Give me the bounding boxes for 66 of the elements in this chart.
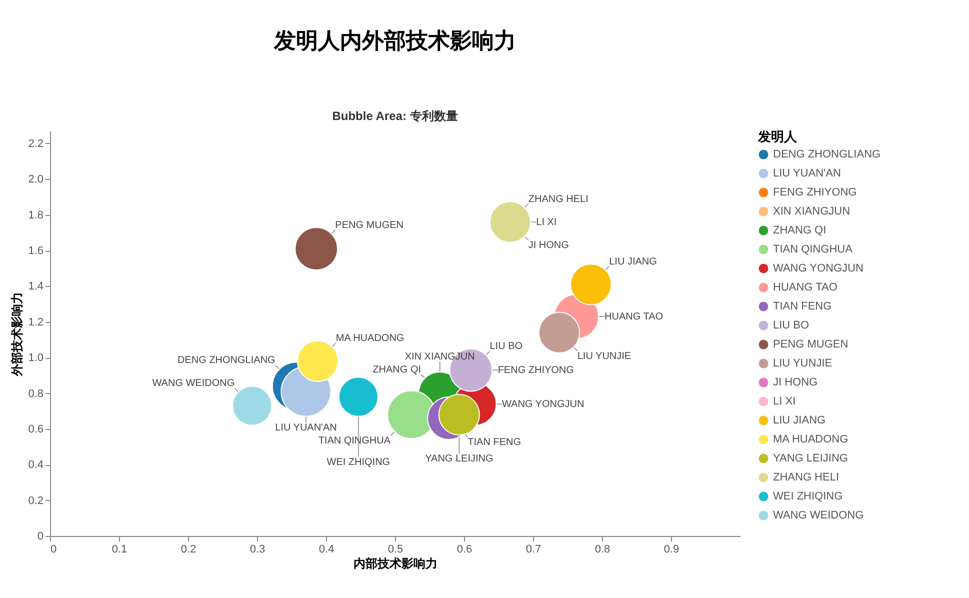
text: WANG YONGJUN <box>502 398 584 410</box>
text: LIU JIANG <box>609 256 657 268</box>
annotation: XIN XIANGJUN <box>404 351 475 362</box>
y-tick-label: 0.8 <box>28 388 44 400</box>
annotation: JI HONG <box>528 240 570 252</box>
legend-label: ZHANG QI <box>773 224 826 236</box>
y-tick-label: 0.6 <box>28 423 44 436</box>
y-axis-title: 外部技术影响力 <box>10 292 24 377</box>
annotation: LI XI <box>536 216 557 228</box>
annotation: FENG ZHIYONG <box>498 365 574 376</box>
text: TIAN FENG <box>468 437 522 448</box>
x-tick-label: 0.1 <box>112 544 128 556</box>
x-tick-label: 0.4 <box>318 544 334 556</box>
text: MA HUADONG <box>336 333 404 344</box>
text: PENG MUGEN <box>335 220 404 231</box>
text: ZHANG QI <box>372 364 422 376</box>
legend-label: TIAN FENG <box>773 300 832 312</box>
text: LIU YUNJIE <box>577 350 632 362</box>
y-tick-label: 1.0 <box>28 352 44 364</box>
text: WEI ZHIQING <box>326 456 390 468</box>
x-axis-title: 内部技术影响力 <box>354 556 438 570</box>
chart-subtitle: Bubble Area: 专利数量 <box>332 109 458 123</box>
text: YANG LEIJING <box>425 454 494 465</box>
legend-label: YANG LEIJING <box>773 452 848 464</box>
legend-label: DENG ZHONGLIANG <box>773 148 881 160</box>
x-tick-label: 0.9 <box>664 544 680 556</box>
x-tick-label: 0 <box>50 544 57 556</box>
y-tick-label: 1.6 <box>28 245 44 258</box>
legend-label: JI HONG <box>773 376 818 388</box>
y-tick-label: 0.4 <box>28 459 44 472</box>
legend-label: HUANG TAO <box>773 282 838 294</box>
x-tick-label: 0.2 <box>180 544 196 556</box>
legend-label: LIU YUAN'AN <box>773 168 841 180</box>
text: WANG WEIDONG <box>152 378 235 390</box>
text: HUANG TAO <box>604 312 664 323</box>
x-tick-label: 0.3 <box>250 544 266 556</box>
legend-label: LIU YUNJIE <box>773 358 832 370</box>
chart-title: 发明人内外部技术影响力 <box>273 28 516 53</box>
legend-label: WANG YONGJUN <box>773 262 864 274</box>
legend-label: FENG ZHIYONG <box>773 186 857 198</box>
legend-label: LIU JIANG <box>773 414 826 426</box>
x-tick-label: 0.8 <box>594 544 610 556</box>
y-tick-label: 1.8 <box>28 209 44 222</box>
text: DENG ZHONGLIANG <box>178 355 276 366</box>
legend-label: XIN XIANGJUN <box>773 206 850 218</box>
y-tick-label: 0 <box>37 530 44 542</box>
y-tick-label: 1.2 <box>28 316 44 328</box>
text: LIU BO <box>490 341 523 352</box>
y-tick-label: 2.2 <box>28 138 44 150</box>
text: ZHANG HELI <box>528 194 588 205</box>
x-tick-label: 0.5 <box>388 544 404 556</box>
legend-label: MA HUADONG <box>773 434 848 446</box>
x-tick-label: 0.7 <box>526 544 542 556</box>
legend-label: WEI ZHIQING <box>773 490 843 502</box>
text: LIU YUAN'AN <box>275 422 337 434</box>
y-tick-label: 1.4 <box>28 280 44 293</box>
legend-label: LI XI <box>773 396 796 408</box>
legend-label: WANG WEIDONG <box>773 510 864 522</box>
legend-label: ZHANG HELI <box>773 472 840 484</box>
legend-label: LIU BO <box>773 320 810 332</box>
x-tick-label: 0.6 <box>456 544 472 556</box>
y-tick-label: 0.2 <box>28 494 44 507</box>
legend-label: PENG MUGEN <box>773 338 848 350</box>
legend-label: TIAN QINGHUA <box>773 244 854 256</box>
legend-title: 发明人 <box>757 129 798 144</box>
y-tick-label: 2.0 <box>28 174 44 186</box>
